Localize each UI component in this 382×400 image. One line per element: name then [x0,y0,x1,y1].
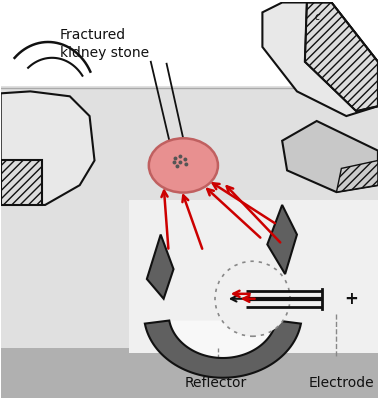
Polygon shape [1,2,378,91]
Text: Electrode: Electrode [309,376,374,390]
Ellipse shape [149,138,218,192]
Text: Fractured
kidney stone: Fractured kidney stone [60,28,149,60]
Polygon shape [1,86,378,353]
Polygon shape [169,320,277,358]
Ellipse shape [178,160,182,164]
Polygon shape [305,2,378,111]
Text: c: c [315,12,320,22]
Ellipse shape [183,158,187,162]
Ellipse shape [173,160,176,164]
Polygon shape [262,2,378,116]
Polygon shape [337,160,378,192]
Polygon shape [145,320,301,378]
Polygon shape [1,91,94,205]
Polygon shape [1,348,378,398]
Text: +: + [344,290,358,308]
Ellipse shape [185,162,188,166]
Polygon shape [1,160,42,205]
Polygon shape [267,205,297,274]
Text: Reflector: Reflector [185,376,247,390]
Polygon shape [129,200,378,353]
Circle shape [215,261,290,336]
Ellipse shape [178,154,182,158]
Ellipse shape [173,156,178,160]
Polygon shape [147,234,173,299]
Polygon shape [282,121,378,192]
Ellipse shape [175,164,180,168]
